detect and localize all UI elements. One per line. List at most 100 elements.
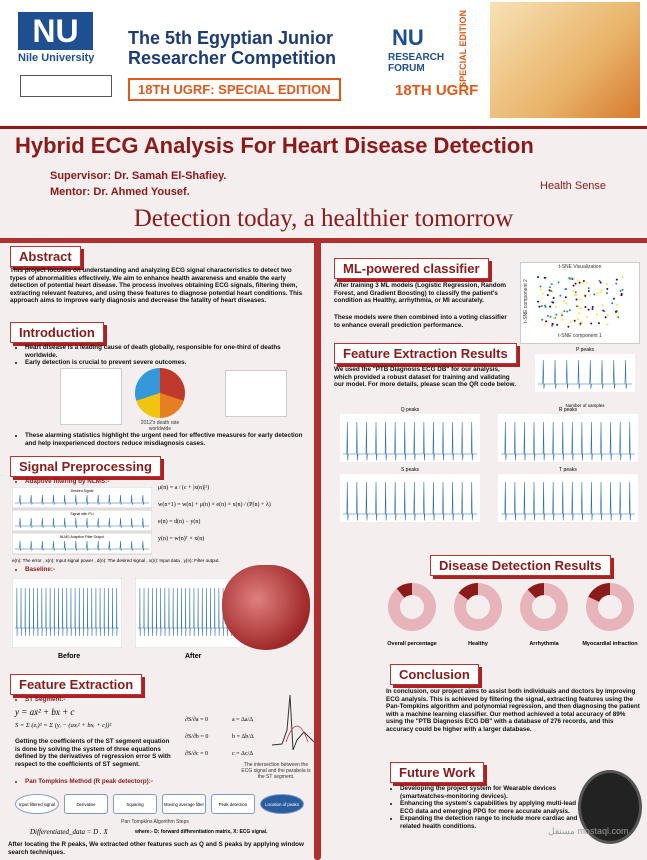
where: where:- D: forward differentiation matri… xyxy=(135,829,268,835)
dot xyxy=(587,287,590,290)
title: Hybrid ECG Analysis For Heart Disease De… xyxy=(15,133,534,158)
formula: c = Δc/Δ xyxy=(232,751,254,757)
university: Nile University xyxy=(18,52,95,64)
bullet: Expanding the detection range to include… xyxy=(400,815,580,830)
donut-slice xyxy=(458,583,478,600)
dot xyxy=(566,310,569,313)
dot xyxy=(599,291,602,294)
vessel-top xyxy=(0,238,647,243)
dot xyxy=(614,310,617,313)
nu-logo: NU xyxy=(18,12,93,50)
donut-label: Overall percentage xyxy=(387,641,437,647)
heading: Disease Detection Results xyxy=(430,555,611,576)
dot xyxy=(541,292,544,295)
formula: y(n) = w(n)ᵀ × x(n) xyxy=(158,536,205,542)
dot xyxy=(584,294,587,297)
signal xyxy=(138,587,242,637)
plot-title: T peaks xyxy=(559,467,577,473)
solutions: a = Δa/Δ b = Δb/Δ c = Δc/Δ xyxy=(232,712,254,763)
header-art xyxy=(490,2,640,118)
dot xyxy=(579,322,582,325)
step: Derivative xyxy=(64,794,108,814)
supervisor: Supervisor: Dr. Samah El-Shafiey. xyxy=(50,170,227,182)
intro-list: Heart disease is a leading cause of deat… xyxy=(15,344,310,367)
formula: μ(n) = a / (c + |x(n)|²) xyxy=(158,485,210,491)
step: Peak detection xyxy=(211,794,255,814)
dot xyxy=(562,299,565,302)
dot xyxy=(553,316,556,319)
dot xyxy=(551,324,554,327)
dot xyxy=(584,293,587,296)
dot xyxy=(580,320,583,323)
dot xyxy=(578,312,581,315)
dot xyxy=(544,305,547,308)
dot xyxy=(584,305,587,308)
dot xyxy=(543,276,546,279)
dot xyxy=(554,305,557,308)
signal xyxy=(501,481,635,521)
dot xyxy=(560,312,563,315)
dot xyxy=(564,302,567,305)
dot xyxy=(612,297,615,300)
bullet: Baseline:- xyxy=(25,566,55,574)
dot xyxy=(595,313,598,316)
heading: Future Work xyxy=(390,762,485,783)
heading: ML-powered classifier xyxy=(334,258,489,279)
dot xyxy=(621,288,624,291)
dot xyxy=(572,284,575,287)
dot xyxy=(574,282,577,285)
dot xyxy=(555,313,558,316)
trend-image xyxy=(225,370,287,417)
dot xyxy=(561,318,564,321)
dot xyxy=(617,316,620,319)
peak-plot xyxy=(340,474,480,522)
dot xyxy=(556,323,559,326)
watch-image xyxy=(578,770,642,844)
heading: Abstract xyxy=(10,246,81,267)
dot xyxy=(576,318,579,321)
dot xyxy=(543,324,546,327)
comp-line1: The 5th Egyptian Junior xyxy=(128,28,334,48)
dot xyxy=(550,290,553,293)
dot xyxy=(550,283,553,286)
heart-image xyxy=(222,565,310,650)
dot xyxy=(591,305,594,308)
dot xyxy=(537,276,539,278)
ml-text: These models were then combined into a v… xyxy=(334,314,507,329)
dot xyxy=(568,277,571,280)
bullet: ST Segment:- xyxy=(25,696,66,704)
ml-text: After training 3 ML models (Logistic Reg… xyxy=(334,282,507,305)
list: ST Segment:- xyxy=(15,696,66,704)
dot xyxy=(593,293,596,296)
dot xyxy=(572,289,575,292)
dot xyxy=(549,286,552,289)
bullet: Early detection is crucial to prevent se… xyxy=(25,359,310,367)
signal xyxy=(15,494,149,505)
dot xyxy=(575,293,578,296)
comp-line2: Researcher Competition xyxy=(128,48,337,68)
caption: The intersection between the ECG signal … xyxy=(241,762,311,780)
dot xyxy=(552,296,555,299)
dot xyxy=(585,316,588,319)
dot xyxy=(551,323,554,326)
watermark: مستقل mostaql.com xyxy=(548,826,629,836)
dot xyxy=(571,277,574,280)
conclusion-text: In conclusion, our project aims to assis… xyxy=(386,688,640,733)
signal xyxy=(343,421,477,461)
dot xyxy=(606,323,609,326)
dot xyxy=(580,307,583,310)
formula: a = Δa/Δ xyxy=(232,717,254,723)
dot xyxy=(615,282,618,285)
donut-label: Arrhythmia xyxy=(529,641,559,647)
plot-title: Signal with PLI xyxy=(70,512,93,516)
dot xyxy=(596,292,599,295)
tagline: Detection today, a healthier tomorrow xyxy=(133,205,514,232)
tsne: t-SNE Visualization t-SNE component 1 t-… xyxy=(520,262,640,344)
dot xyxy=(577,305,580,308)
dot xyxy=(552,301,555,304)
dot xyxy=(548,289,551,292)
dot xyxy=(587,308,590,311)
caption: Pan Tompkins Algorithm Steps xyxy=(121,819,189,825)
steps: Input filtered signal Derivative Squaring M… xyxy=(15,790,305,818)
signal xyxy=(343,481,477,521)
